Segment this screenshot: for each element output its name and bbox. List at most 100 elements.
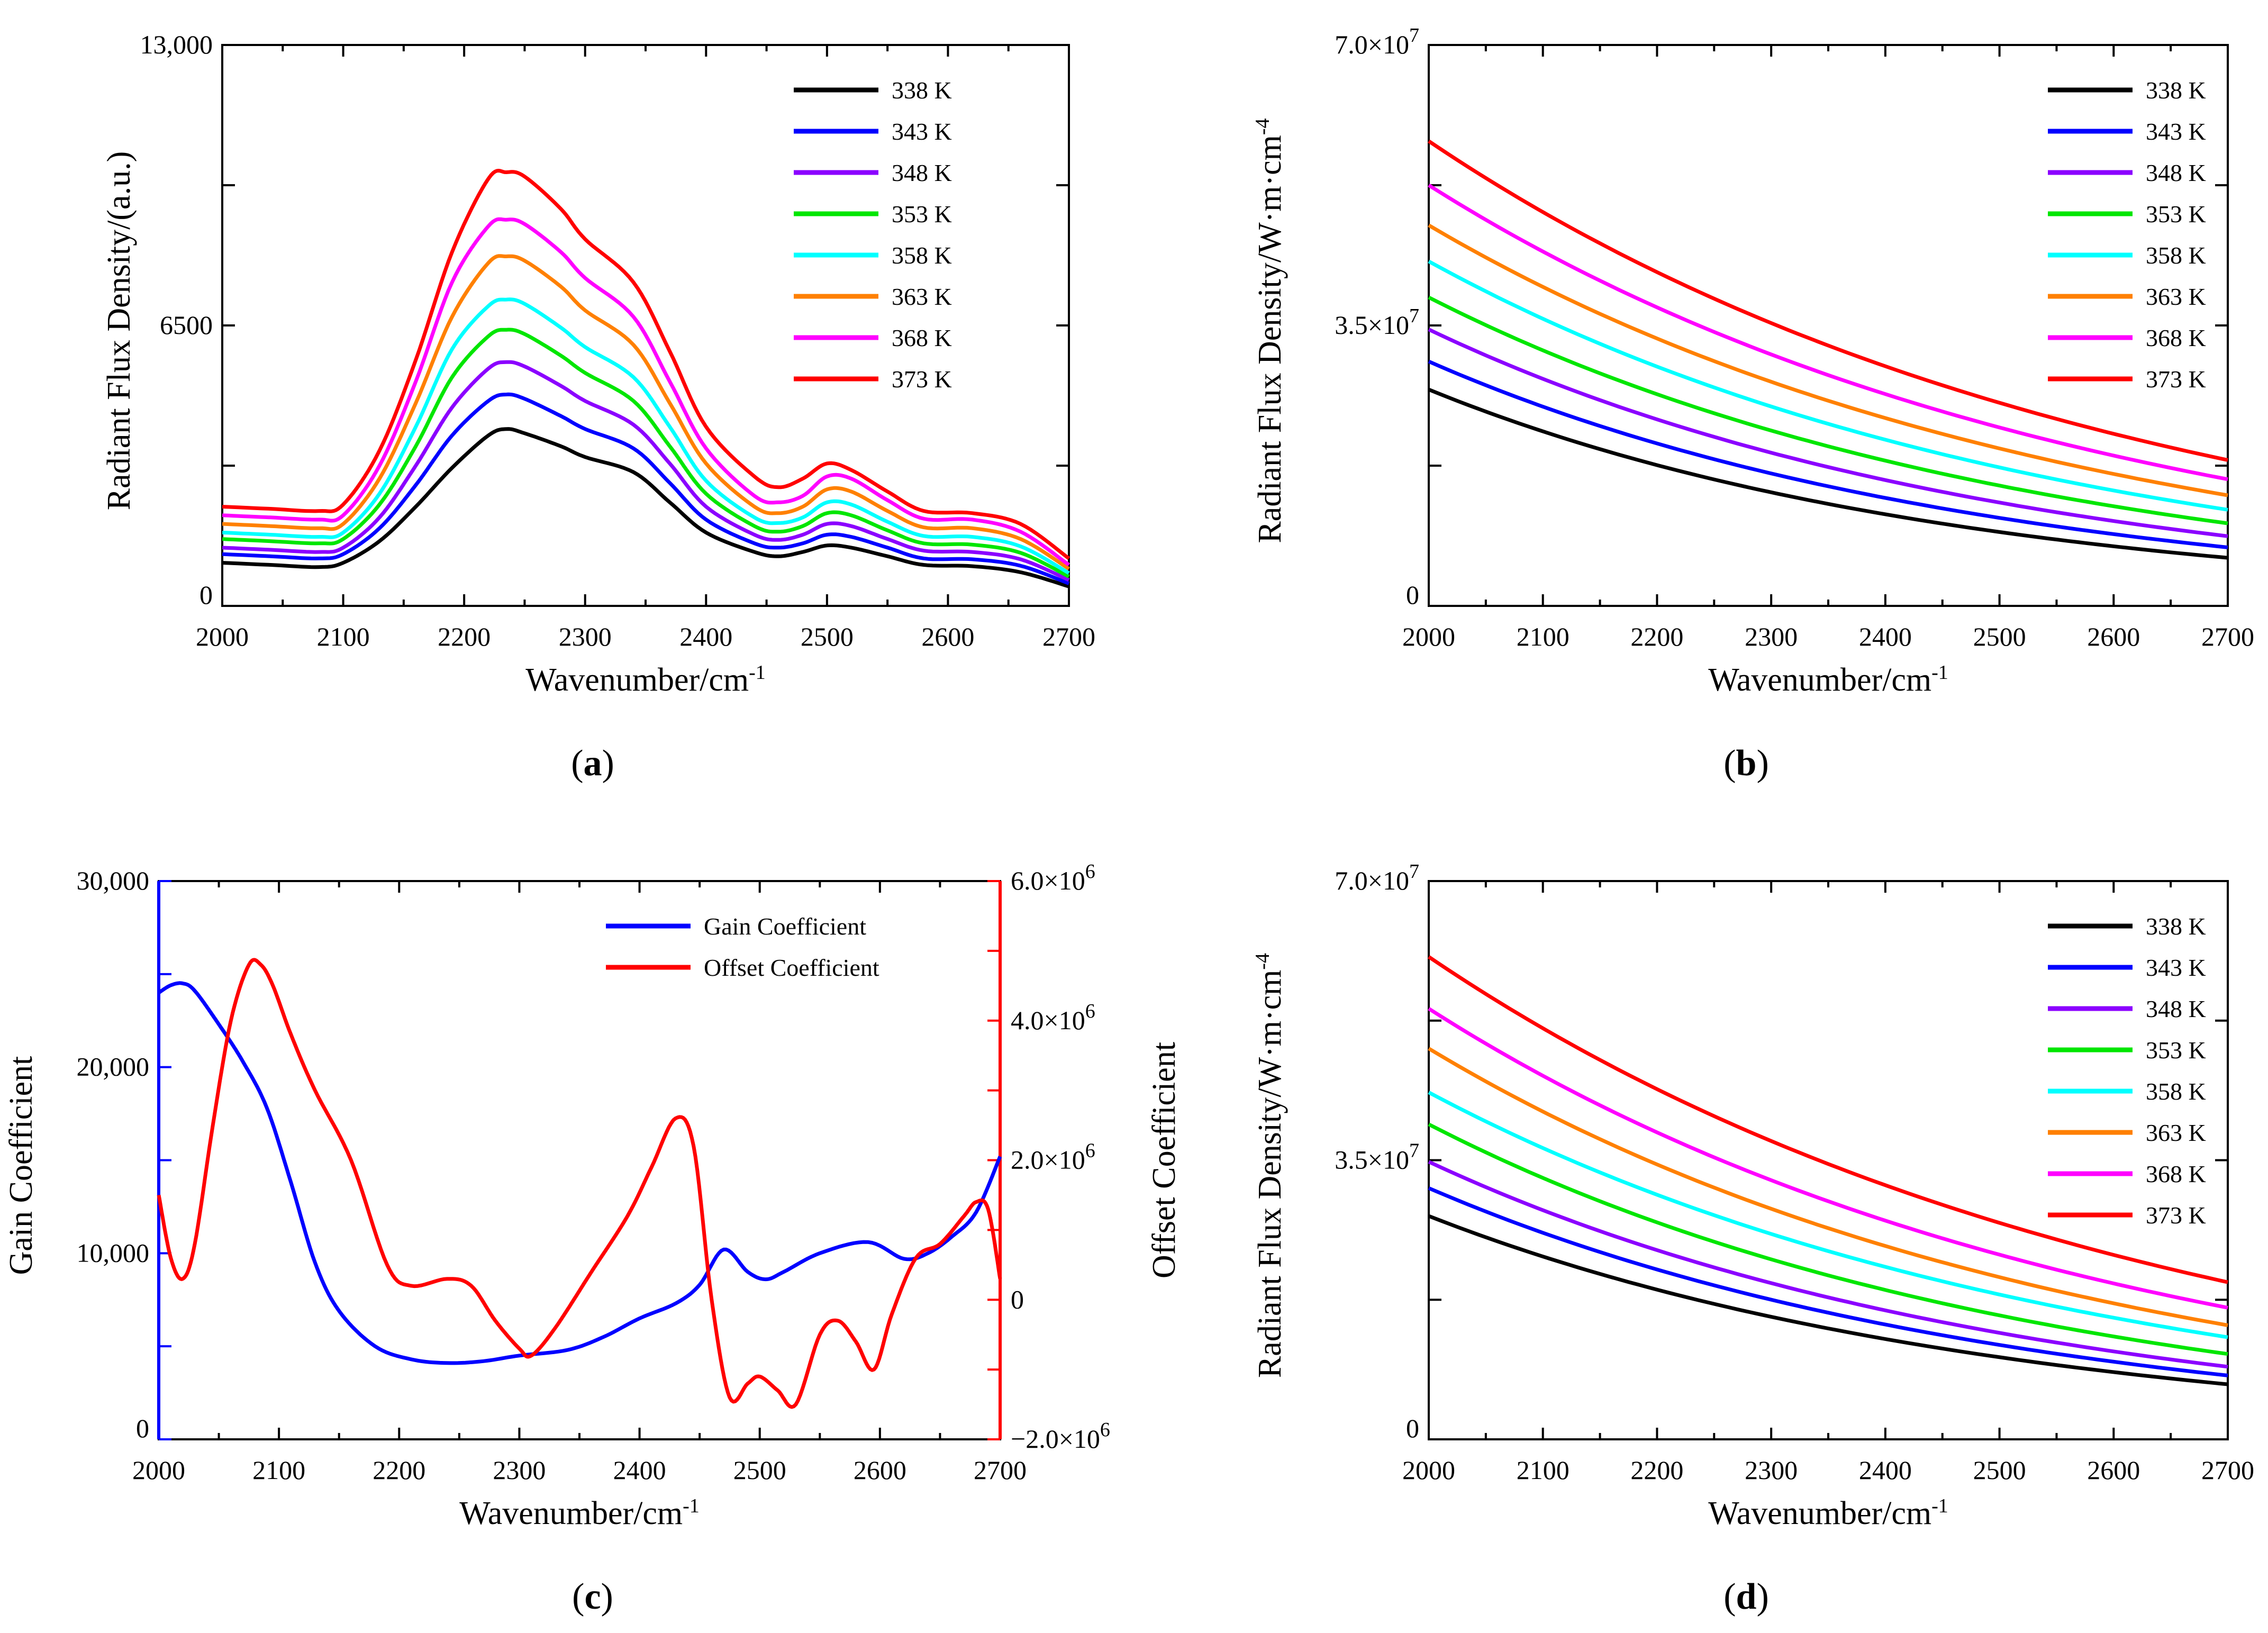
y-tick-label: 0 [1406, 580, 1419, 610]
y-axis-title: Radiant Flux Density/W·m·cm-4 [1251, 118, 1288, 543]
series-line-343-k [1428, 359, 2228, 549]
x-tick-label: 2700 [2201, 1455, 2254, 1485]
x-tick-label: 2500 [801, 622, 854, 651]
x-tick-label: 2100 [1517, 1455, 1570, 1485]
series-line-368-k [222, 217, 1071, 567]
x-tick-label: 2700 [974, 1455, 1027, 1485]
series-line-373-k [1428, 139, 2228, 462]
legend-label: 348 K [2146, 995, 2206, 1022]
series-line-358-k [1428, 259, 2228, 512]
legend-label: 348 K [892, 159, 952, 186]
chart-panel-a: 2000 2100 2200 2300 2400 2500 2600 2700 0 6500 13,… [101, 30, 1095, 784]
series-line-offset-coefficient [157, 958, 1002, 1409]
series-line-353-k [1428, 295, 2228, 525]
series-line-338-k [1428, 1214, 2228, 1386]
y-axis-title: Radiant Flux Density/(a.u.) [101, 151, 137, 510]
legend-label: 368 K [2146, 1160, 2206, 1187]
x-tick-label: 2000 [196, 622, 249, 651]
x-tick-label: 2100 [317, 622, 370, 651]
series-line-353-k [222, 328, 1070, 578]
legend-label: Gain Coefficient [704, 913, 866, 940]
chart-panel-b: 2000 2100 2200 2300 2400 2500 2600 2700 0 3.5×107… [1251, 24, 2254, 784]
x-axis-title: Wavenumber/cm-1 [1708, 661, 1948, 698]
x-tick-label: 2000 [1402, 622, 1455, 651]
panel-caption: (c) [572, 1576, 613, 1617]
x-tick-label: 2200 [373, 1455, 425, 1485]
x-tick-label: 2600 [2087, 1455, 2140, 1485]
y-tick-label: 7.0×107 [1335, 860, 1419, 895]
legend-label: 363 K [2146, 1119, 2206, 1146]
y-right-tick-label: 2.0×106 [1011, 1140, 1095, 1175]
x-tick-label: 2600 [921, 622, 974, 651]
y-tick-label: 20,000 [77, 1052, 150, 1082]
legend-label: 338 K [892, 77, 952, 104]
y-right-tick-label: 0 [1011, 1284, 1024, 1314]
legend-label: 358 K [2146, 1078, 2206, 1105]
legend: 338 K 343 K 348 K 353 K 358 K 363 K 368 K 373 K [2048, 77, 2206, 393]
y-tick-label: 10,000 [77, 1238, 150, 1267]
legend-label: 348 K [2146, 159, 2206, 186]
y-tick-label: 13,000 [140, 30, 213, 59]
y-tick-label: 0 [1406, 1413, 1419, 1443]
x-axis-title: Wavenumber/cm-1 [459, 1495, 700, 1531]
x-tick-label: 2300 [493, 1455, 546, 1485]
series-line-373-k [1428, 955, 2228, 1284]
y-tick-label: 3.5×107 [1335, 1140, 1419, 1175]
chart-panel-d: 2000 2100 2200 2300 2400 2500 2600 2700 0 3.5×107… [1251, 860, 2254, 1617]
x-tick-label: 2700 [1042, 622, 1095, 651]
x-tick-label: 2300 [1745, 1455, 1798, 1485]
x-tick-label: 2700 [2201, 622, 2254, 651]
series-line-358-k [1428, 1091, 2228, 1339]
x-tick-label: 2000 [1402, 1455, 1455, 1485]
series-line-363-k [222, 254, 1070, 570]
y-right-tick-label: 4.0×106 [1011, 1000, 1095, 1035]
x-tick-label: 2400 [613, 1455, 666, 1485]
x-tick-label: 2300 [559, 622, 612, 651]
legend-label: 363 K [892, 283, 952, 310]
x-axis-title: Wavenumber/cm-1 [1708, 1495, 1948, 1531]
x-tick-label: 2000 [132, 1455, 185, 1485]
series-line-348-k [1428, 1160, 2228, 1369]
y-tick-label: 6500 [160, 310, 213, 340]
panel-caption: (b) [1723, 743, 1769, 784]
legend-label: 343 K [2146, 954, 2206, 981]
x-tick-label: 2400 [1859, 622, 1912, 651]
legend-label: 343 K [892, 118, 952, 145]
series-line-343-k [1428, 1186, 2228, 1377]
series-line-368-k [1428, 1007, 2228, 1310]
series-line-358-k [222, 297, 1070, 575]
panel-caption: (a) [571, 743, 614, 784]
x-tick-label: 2200 [438, 622, 491, 651]
series-line-348-k [1428, 328, 2228, 538]
x-tick-label: 2200 [1630, 622, 1683, 651]
y-tick-label: 3.5×107 [1335, 305, 1419, 340]
series-line-363-k [1428, 1047, 2228, 1327]
legend-label: 353 K [2146, 201, 2206, 228]
y-tick-label: 30,000 [77, 866, 150, 895]
series-line-363-k [1428, 223, 2228, 497]
y-axis-title: Gain Coefficient [3, 1056, 39, 1275]
y-right-tick-label: −2.0×106 [1011, 1419, 1110, 1454]
x-tick-label: 2200 [1630, 1455, 1683, 1485]
chart-panel-c: 2000 2100 2200 2300 2400 2500 2600 2700 0 10,000 2… [3, 860, 1182, 1617]
y-tick-label: 0 [199, 580, 213, 610]
legend: 338 K 343 K 348 K 353 K 358 K 363 K 368 K 373 K [2048, 913, 2206, 1229]
series-line-368-k [1428, 184, 2228, 482]
series-line-353-k [1428, 1122, 2228, 1356]
plot-frame [1428, 880, 2229, 1440]
y-axis-title: Radiant Flux Density/W·m·cm-4 [1251, 953, 1288, 1378]
legend: Gain Coefficient Offset Coefficient [606, 913, 879, 981]
y-tick-label: 7.0×107 [1335, 24, 1419, 59]
x-tick-label: 2400 [679, 622, 732, 651]
legend-label: 358 K [2146, 242, 2206, 269]
x-tick-label: 2500 [1973, 1455, 2026, 1485]
x-tick-label: 2500 [733, 1455, 786, 1485]
series-line-373-k [222, 169, 1071, 560]
legend: 338 K 343 K 348 K 353 K 358 K 363 K 368 K 373 K [794, 77, 952, 393]
x-tick-label: 2300 [1745, 622, 1798, 651]
x-tick-label: 2500 [1973, 622, 2026, 651]
x-tick-label: 2100 [1517, 622, 1570, 651]
series-line-338-k [1428, 387, 2228, 560]
series-line-343-k [222, 392, 1070, 585]
legend-label: Offset Coefficient [704, 954, 879, 981]
